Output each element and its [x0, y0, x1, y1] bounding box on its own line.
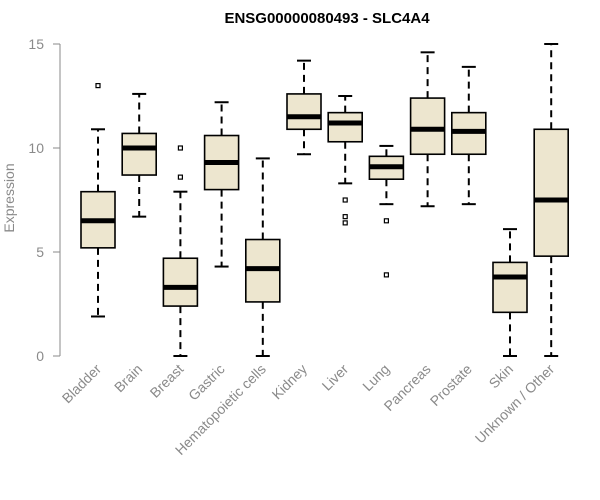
x-tick-label: Kidney — [269, 361, 311, 403]
box-iqr — [162, 257, 199, 307]
box-iqr — [533, 128, 570, 257]
box-skin — [492, 228, 528, 357]
box-iqr — [409, 97, 446, 156]
y-tick-label: 15 — [28, 36, 44, 52]
box-iqr — [492, 261, 528, 314]
box-unknown-other — [533, 43, 570, 357]
box-hematopoietic-cells — [245, 157, 281, 357]
box-prostate — [450, 65, 487, 206]
box-gastric — [203, 101, 240, 268]
box-iqr — [327, 111, 364, 143]
x-tick-label: Prostate — [427, 361, 475, 409]
y-tick-label: 0 — [36, 348, 44, 364]
outlier-point — [342, 220, 348, 226]
outlier-point — [342, 197, 348, 203]
x-tick-label: Breast — [147, 361, 187, 401]
box-brain — [121, 92, 157, 218]
x-tick-label: Skin — [486, 361, 517, 392]
box-breast — [162, 145, 199, 357]
box-kidney — [286, 59, 322, 156]
y-tick-label: 10 — [28, 140, 44, 156]
x-tick-label: Brain — [111, 361, 145, 395]
boxes-layer — [80, 43, 570, 357]
outlier-point — [177, 145, 183, 151]
box-iqr — [286, 93, 322, 131]
box-iqr — [121, 132, 157, 176]
box-lung — [368, 144, 405, 278]
y-axis-label: Expression — [1, 163, 17, 232]
y-axis: 0 5 10 15 — [28, 36, 61, 364]
x-tick-label: Bladder — [59, 361, 105, 407]
x-tick-label: Liver — [319, 361, 352, 394]
outlier-point — [177, 174, 183, 180]
outlier-point — [383, 218, 389, 224]
chart-title: ENSG00000080493 - SLC4A4 — [224, 10, 430, 27]
outlier-point — [383, 272, 389, 278]
y-tick-label: 5 — [36, 244, 44, 260]
box-liver — [327, 95, 364, 226]
box-pancreas — [409, 51, 446, 208]
box-bladder — [80, 82, 116, 318]
outlier-point — [342, 214, 348, 220]
outlier-point — [95, 82, 101, 89]
x-tick-label: Lung — [359, 361, 392, 394]
